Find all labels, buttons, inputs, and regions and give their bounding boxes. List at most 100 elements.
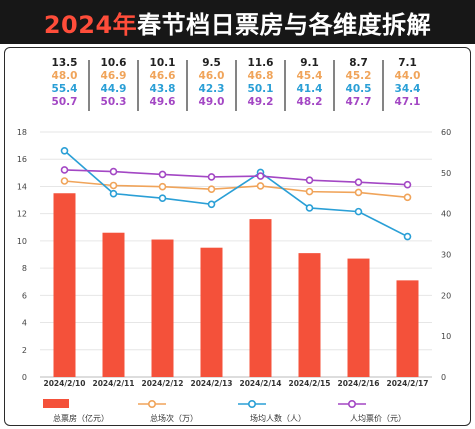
y-left-tick-label: 2 (22, 346, 27, 355)
bar (200, 247, 223, 377)
legend-swatch (43, 399, 69, 408)
data-label: 50.1 (248, 83, 274, 95)
data-label: 49.6 (150, 96, 176, 108)
data-label: 10.1 (150, 57, 176, 69)
legend-marker (148, 399, 157, 408)
data-label: 50.3 (101, 96, 127, 108)
line-point (207, 185, 216, 193)
line-point (256, 182, 265, 190)
data-label: 48.2 (297, 96, 323, 108)
data-label: 11.6 (248, 57, 274, 69)
title-banner: 2024年 春节档日票房与各维度拆解 (0, 0, 475, 44)
line-point (256, 172, 265, 180)
y-right-tick-label: 30 (441, 251, 451, 260)
data-label: 46.8 (248, 70, 274, 82)
series-line (63, 150, 408, 238)
bar (396, 280, 419, 377)
bar (102, 232, 125, 377)
x-tick-label: 2024/2/10 (43, 379, 85, 388)
x-tick-label: 2024/2/11 (92, 379, 134, 388)
line-point (403, 180, 412, 189)
line-point (354, 207, 363, 216)
data-label: 44.0 (395, 70, 421, 82)
y-right-tick-label: 20 (441, 291, 451, 300)
data-label: 48.0 (52, 70, 78, 82)
y-right-tick-label: 50 (441, 169, 451, 178)
series-line (64, 169, 408, 186)
data-label: 8.7 (349, 57, 368, 69)
data-label: 45.2 (346, 70, 372, 82)
line-point (60, 177, 69, 185)
data-label: 42.3 (199, 83, 225, 95)
data-label: 45.4 (297, 70, 323, 82)
legend-label: 场均人数（人） (250, 413, 306, 423)
data-label: 50.7 (52, 96, 78, 108)
line-point (403, 232, 412, 241)
data-label: 47.1 (395, 96, 421, 108)
bar (53, 193, 76, 377)
line-point (354, 178, 363, 187)
line-point (305, 176, 314, 184)
y-right-tick-label: 0 (441, 373, 446, 382)
y-left-tick-label: 14 (17, 182, 27, 191)
y-left-tick-label: 16 (17, 155, 27, 164)
data-label: 10.6 (101, 57, 127, 69)
y-left-tick-label: 18 (17, 128, 27, 137)
y-left-tick-label: 4 (22, 319, 27, 328)
y-left-tick-label: 8 (22, 264, 27, 273)
line-point (305, 204, 314, 212)
line-point (60, 146, 69, 155)
title-year: 2024年 (43, 10, 138, 39)
bar (249, 219, 272, 377)
legend-marker (248, 399, 257, 408)
x-tick-label: 2024/2/14 (239, 379, 281, 388)
data-label: 40.5 (346, 83, 372, 95)
data-label: 44.9 (101, 83, 127, 95)
data-label: 7.1 (398, 57, 417, 69)
data-label: 47.7 (346, 96, 372, 108)
line-point (207, 200, 216, 209)
y-left-tick-label: 6 (22, 291, 27, 300)
data-label: 9.5 (202, 57, 221, 69)
data-label: 34.4 (395, 83, 421, 95)
data-label: 46.0 (199, 70, 225, 82)
legend-label: 总票房（亿元） (53, 413, 109, 423)
y-right-tick-label: 60 (441, 128, 451, 137)
data-label: 43.8 (150, 83, 176, 95)
x-tick-label: 2024/2/12 (141, 379, 183, 388)
line-point (158, 170, 167, 179)
legend-label: 总场次（万） (150, 413, 198, 423)
bar (151, 239, 174, 377)
line-point (109, 167, 118, 176)
data-label: 46.6 (150, 70, 176, 82)
y-right-tick-label: 40 (441, 210, 451, 219)
legend-marker (347, 399, 356, 408)
line-point (158, 194, 167, 202)
line-point (109, 181, 118, 190)
x-tick-label: 2024/2/16 (337, 379, 379, 388)
y-left-tick-label: 12 (17, 210, 27, 219)
data-label: 9.1 (300, 57, 319, 69)
data-label: 46.9 (101, 70, 127, 82)
y-right-tick-label: 10 (441, 332, 451, 341)
data-label: 41.4 (297, 83, 323, 95)
title-text: 春节档日票房与各维度拆解 (137, 10, 432, 39)
line-point (158, 182, 167, 191)
line-point (403, 193, 412, 202)
y-left-tick-label: 0 (22, 373, 27, 382)
line-point (354, 188, 363, 197)
bar (347, 258, 370, 377)
line-point (109, 189, 118, 198)
legend-label: 人均票价（元） (350, 413, 406, 423)
x-tick-label: 2024/2/15 (288, 379, 330, 388)
data-label: 13.5 (52, 57, 78, 69)
data-label: 49.2 (248, 96, 274, 108)
data-label: 55.4 (52, 83, 78, 95)
y-left-tick-label: 10 (17, 237, 27, 246)
data-label: 49.0 (199, 96, 225, 108)
x-tick-label: 2024/2/13 (190, 379, 232, 388)
line-point (207, 173, 216, 181)
x-tick-label: 2024/2/17 (386, 379, 428, 388)
chart-frame (4, 47, 471, 426)
